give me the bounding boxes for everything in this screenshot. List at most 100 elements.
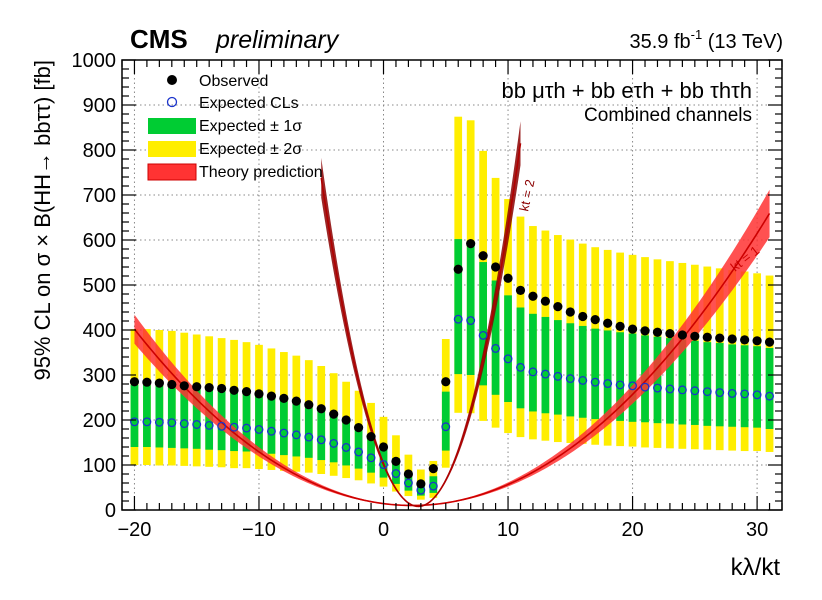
band1-bar [678,339,687,425]
expected-point [130,417,139,427]
status-label: preliminary [215,26,340,54]
expected-point [204,420,214,430]
axis-ticks: −20 −10 0 10 20 30010020030040050060070080090… [72,50,783,541]
band1-bar [529,313,537,412]
observed-point [590,315,600,325]
observed-point [366,432,376,442]
y-tick-label: 0 [105,500,116,522]
observed-point [391,456,401,466]
expected-point [615,380,625,390]
observed-point [478,251,488,261]
observed-point [603,318,613,328]
experiment-label: CMS [130,24,188,54]
expected-point [590,377,600,387]
band1-bar [280,400,288,456]
legend-theory-swatch [147,163,197,181]
expected-point [279,428,289,438]
observed-point [403,469,414,479]
expected-point [379,460,388,469]
band1-bar [255,395,263,453]
observed-point [528,291,538,301]
observed-point [441,377,451,387]
y-tick-label: 200 [83,410,116,432]
x-axis-title: kλ/kt [731,554,781,581]
expected-point [478,330,488,340]
observed-point [254,389,264,399]
observed-point [217,383,227,394]
band1-bar [703,342,712,426]
band1-bar [292,403,301,457]
expected-point [653,383,662,393]
band1-bar [205,389,214,450]
expected-point [428,481,438,491]
x-tick-label: 30 [746,519,768,541]
expected-point [217,421,227,431]
band1-bar [566,323,575,417]
y-tick-label: 700 [83,185,116,207]
legend-observed-marker [167,75,177,85]
observed-point [740,335,750,345]
band1-bar [578,325,587,418]
legend-band2-swatch [148,141,196,157]
expected-point [740,389,750,399]
expected-point [715,388,725,397]
legend-expected-label: Expected CLs [199,95,299,112]
expected-point [603,379,613,388]
observed-point [652,327,663,337]
observed-point [553,302,563,312]
band1-bar [417,481,425,496]
y-tick-label: 900 [83,95,116,117]
band1-bar [616,332,624,421]
observed-point [540,296,550,306]
observed-point [192,382,202,392]
expected-point [628,381,638,391]
legend-band1-swatch [148,118,196,134]
expected-point [291,430,301,440]
observed-point [167,379,177,390]
observed-point [142,377,152,387]
legend: Observed Expected CLs Expected ± 1σ Expe… [147,73,323,181]
band1-bar [491,280,500,395]
observed-point [378,442,389,452]
y-tick-label: 500 [83,275,116,297]
band1-bar [516,307,525,409]
x-tick-label: −20 [117,519,151,541]
band1-bar [304,406,313,458]
band1-bar [541,316,550,414]
observed-point [515,285,526,295]
expected-point [491,344,501,353]
y-tick-label: 800 [83,140,116,162]
legend-expected-marker [166,96,178,108]
band1-bar [666,338,674,424]
observed-point [690,331,700,341]
observed-markers [129,239,775,489]
expected-point [565,374,575,384]
expected-point [403,478,413,488]
observed-point [503,273,513,283]
x-tick-label: 0 [378,519,389,541]
expected-point [229,422,239,432]
expected-point [266,426,276,436]
band1-bar [653,336,662,424]
lumi-sup: -1 [691,27,703,42]
band1-bar [479,262,487,386]
observed-point [727,334,737,344]
band1-bar [130,384,139,447]
expected-point [677,385,687,395]
y-tick-label: 100 [83,455,116,477]
band1-bar [690,340,699,425]
band1-bar [603,330,612,420]
observed-point [565,307,575,317]
band1-bar [155,385,164,448]
y-tick-label: 1000 [72,50,117,72]
band1-bar [267,398,276,454]
expected-point [167,418,177,428]
expected-point [154,417,164,427]
band1-bar [591,328,600,420]
observed-point [627,324,638,334]
band1-bar [715,343,724,427]
legend-band1-label: Expected ± 1σ [199,118,302,135]
observed-point [304,400,314,410]
observed-point [291,396,301,406]
observed-point [702,332,712,342]
